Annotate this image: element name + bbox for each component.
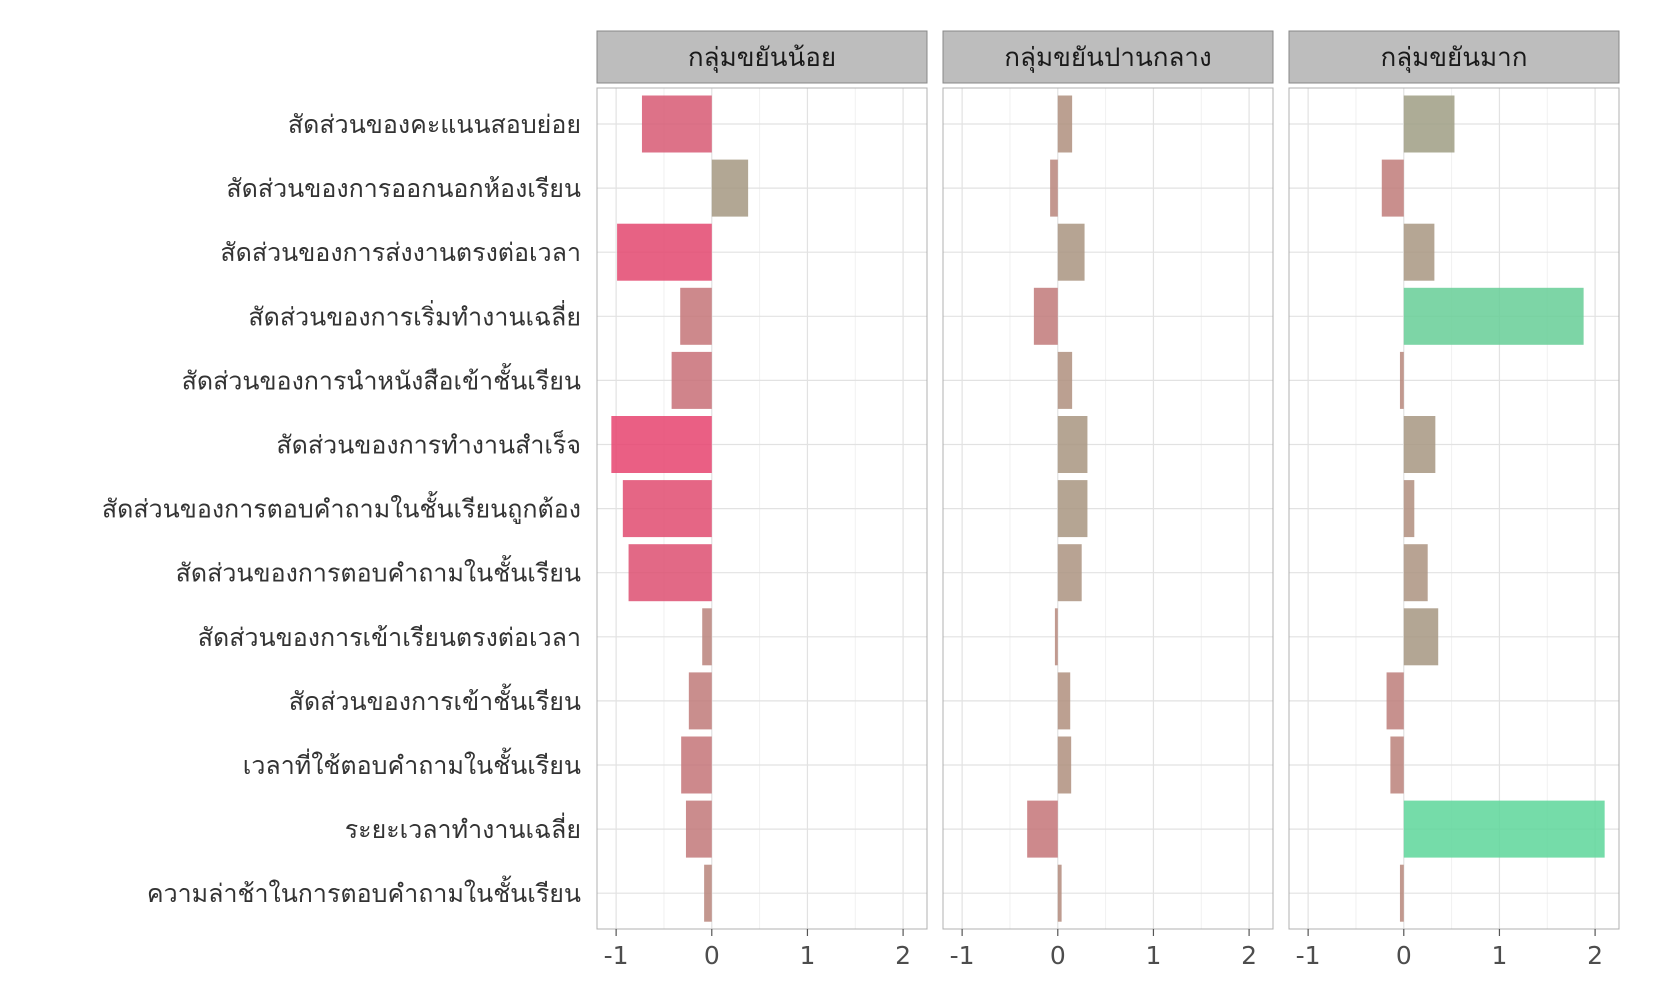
- bar: [1381, 159, 1404, 217]
- facet-strip: [1288, 30, 1620, 84]
- bar: [1050, 159, 1058, 217]
- bar: [711, 159, 749, 217]
- row-label: ความล่าช้าในการตอบคำถามในชั้นเรียน: [147, 875, 581, 908]
- row-label: สัดส่วนของการทำงานสำเร็จ: [276, 430, 581, 460]
- bar: [1057, 223, 1085, 281]
- row-label: สัดส่วนของการนำหนังสือเข้าชั้นเรียน: [182, 362, 581, 395]
- bar: [1403, 608, 1439, 666]
- bar: [611, 416, 712, 473]
- row-label: สัดส่วนของการเข้าชั้นเรียน: [289, 683, 581, 716]
- row-label: สัดส่วนของคะแนนสอบย่อย: [288, 110, 581, 139]
- panel-border: [1288, 87, 1620, 930]
- x-tick-label: -1: [604, 941, 629, 970]
- bar: [704, 864, 712, 922]
- x-tick-label: 1: [1145, 941, 1161, 970]
- facet-strip: [942, 30, 1274, 84]
- facet-strip: [596, 30, 928, 84]
- row-label: ระยะเวลาทำงานเฉลี่ย: [345, 812, 581, 844]
- bar: [680, 287, 712, 345]
- bar: [1403, 544, 1428, 602]
- bar: [1057, 672, 1071, 730]
- bar: [685, 800, 712, 858]
- bar: [702, 608, 712, 666]
- bar: [1390, 736, 1404, 794]
- bar: [1386, 672, 1404, 730]
- facet-strip-label: กลุ่มขยันน้อย: [688, 43, 836, 73]
- bar: [1033, 287, 1058, 345]
- facet-panel: กลุ่มขยันปานกลาง -1 0 1 2: [942, 30, 1274, 970]
- facet-panel: กลุ่มขยันน้อย -1 0 1 2: [596, 30, 928, 970]
- x-tick-label: -1: [950, 941, 975, 970]
- facet-strip-label: กลุ่มขยันปานกลาง: [1004, 43, 1211, 73]
- bar: [1057, 416, 1088, 473]
- bar: [1057, 736, 1072, 794]
- bar: [1399, 864, 1404, 922]
- panel-border: [942, 87, 1274, 930]
- x-tick-label: 2: [1241, 941, 1257, 970]
- x-tick-label: 2: [1587, 941, 1603, 970]
- bar: [617, 223, 712, 281]
- bar: [1399, 351, 1404, 409]
- bar: [1403, 800, 1605, 858]
- bar: [1057, 351, 1073, 409]
- bar: [1057, 544, 1082, 602]
- x-tick-label: -1: [1296, 941, 1321, 970]
- bar: [1027, 800, 1058, 858]
- row-label: เวลาที่ใช้ตอบคำถามในชั้นเรียน: [243, 747, 581, 780]
- row-labels: สัดส่วนของคะแนนสอบย่อยสัดส่วนของการออกนอ…: [102, 110, 581, 908]
- row-label: สัดส่วนของการตอบคำถามในชั้นเรียน: [176, 555, 581, 588]
- x-tick-label: 0: [704, 941, 720, 970]
- bar: [1057, 480, 1088, 538]
- bar: [1403, 223, 1435, 281]
- x-tick-label: 0: [1050, 941, 1066, 970]
- facet-panel: กลุ่มขยันมาก -1 0 1 2: [1288, 30, 1620, 970]
- bar: [1403, 416, 1436, 473]
- bar: [1054, 608, 1058, 666]
- facet-strip-label: กลุ่มขยันมาก: [1380, 43, 1527, 73]
- bar: [688, 672, 712, 730]
- bar: [628, 544, 712, 602]
- row-label: สัดส่วนของการตอบคำถามในชั้นเรียนถูกต้อง: [102, 491, 581, 525]
- bar: [1057, 95, 1073, 153]
- bar: [671, 351, 712, 409]
- x-tick-label: 1: [1491, 941, 1507, 970]
- bar: [681, 736, 712, 794]
- x-tick-label: 2: [895, 941, 911, 970]
- bar: [622, 480, 712, 538]
- panel-border: [596, 87, 928, 930]
- bar: [1403, 480, 1415, 538]
- facet-panels: กลุ่มขยันน้อย-1 0 1 2กลุ่มขยันปานกลาง-1 0 1 2ก…: [596, 30, 1620, 970]
- row-label: สัดส่วนของการเริ่มทำงานเฉลี่ย: [248, 299, 581, 331]
- x-tick-label: 0: [1396, 941, 1412, 970]
- bar: [1057, 864, 1062, 922]
- bar: [641, 95, 712, 153]
- bar: [1403, 95, 1455, 153]
- row-label: สัดส่วนของการออกนอกห้องเรียน: [226, 174, 581, 203]
- bar: [1403, 287, 1584, 345]
- row-label: สัดส่วนของการส่งงานตรงต่อเวลา: [220, 238, 581, 267]
- x-tick-label: 1: [799, 941, 815, 970]
- row-label: สัดส่วนของการเข้าเรียนตรงต่อเวลา: [198, 623, 581, 652]
